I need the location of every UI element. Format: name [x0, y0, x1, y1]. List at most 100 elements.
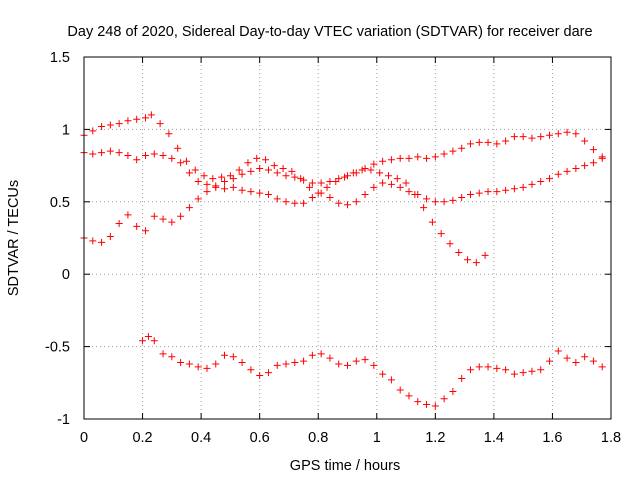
data-point-satellite-c [563, 128, 571, 136]
data-point-satellite-d [159, 350, 167, 358]
data-point-satellite-a [384, 172, 392, 180]
data-point-satellite-c [115, 220, 123, 228]
data-point-satellite-b [484, 188, 492, 196]
data-point-satellite-d [589, 357, 597, 365]
data-point-satellite-c [466, 140, 474, 148]
data-point-satellite-d [379, 370, 387, 378]
data-point-satellite-b [493, 188, 501, 196]
data-point-satellite-c [598, 153, 606, 161]
data-point-satellite-d [203, 364, 211, 372]
y-tick-label: -1 [57, 412, 70, 428]
data-point-satellite-b [247, 188, 255, 196]
data-point-satellite-c [431, 153, 439, 161]
data-point-satellite-c [589, 146, 597, 154]
data-point-satellite-d [387, 376, 395, 384]
data-point-satellite-d [317, 350, 325, 358]
data-point-satellite-b [124, 151, 132, 159]
data-point-satellite-d [449, 387, 457, 395]
data-point-satellite-a [174, 144, 182, 152]
data-point-satellite-b [256, 189, 264, 197]
data-point-satellite-b [177, 159, 185, 167]
data-point-satellite-d [370, 361, 378, 369]
data-point-satellite-a [437, 230, 445, 238]
data-point-satellite-b [168, 154, 176, 162]
data-point-satellite-d [396, 386, 404, 394]
data-point-satellite-d [361, 356, 369, 364]
data-point-satellite-b [431, 198, 439, 206]
data-point-satellite-c [212, 182, 220, 190]
data-point-satellite-c [546, 131, 554, 139]
data-point-satellite-a [218, 173, 226, 181]
data-point-satellite-b [589, 159, 597, 167]
x-tick-label: 1.6 [542, 430, 562, 446]
data-point-satellite-d [221, 351, 229, 359]
data-point-satellite-c [221, 178, 229, 186]
data-point-satellite-b [528, 180, 536, 188]
data-point-satellite-a [115, 120, 123, 128]
data-point-satellite-d [344, 361, 351, 369]
data-point-satellite-d [484, 363, 492, 371]
data-point-satellite-b [396, 183, 404, 191]
data-point-satellite-d [405, 392, 413, 400]
data-point-satellite-a [191, 166, 199, 174]
data-point-satellite-b [502, 186, 510, 194]
data-point-satellite-b [440, 198, 448, 206]
data-point-satellite-d [431, 402, 439, 410]
data-point-satellite-b [150, 150, 158, 158]
data-point-satellite-d [264, 369, 272, 377]
data-point-satellite-d [502, 366, 510, 374]
data-point-satellite-c [194, 195, 202, 203]
data-point-satellite-d [185, 360, 193, 368]
data-point-satellite-c [519, 133, 527, 141]
data-point-satellite-a [124, 117, 132, 125]
data-point-satellite-d [528, 367, 536, 375]
data-point-satellite-c [475, 138, 483, 146]
data-point-satellite-b [291, 199, 299, 207]
data-point-satellite-c [449, 147, 457, 155]
data-point-satellite-d [519, 369, 527, 377]
data-point-satellite-c [106, 233, 114, 241]
data-point-satellite-a [226, 172, 234, 180]
data-point-satellite-c [581, 137, 589, 145]
x-tick-label: 1.8 [601, 430, 621, 446]
data-point-satellite-d [150, 337, 158, 345]
data-point-satellite-b [572, 164, 580, 172]
data-point-satellite-c [229, 175, 237, 183]
data-point-satellite-a [455, 248, 463, 256]
data-point-satellite-d [326, 354, 334, 362]
data-point-satellite-c [440, 150, 448, 158]
data-point-satellite-b [581, 162, 589, 170]
data-point-satellite-c [98, 238, 106, 246]
data-point-satellite-c [396, 154, 404, 162]
data-point-satellite-c [344, 172, 351, 180]
data-point-satellite-b [194, 178, 202, 186]
data-point-satellite-c [185, 204, 193, 212]
data-point-satellite-a [133, 115, 141, 123]
data-point-satellite-a [98, 123, 106, 131]
data-point-satellite-d [139, 337, 147, 345]
data-point-satellite-c [405, 154, 413, 162]
data-point-satellite-a [209, 175, 217, 183]
data-point-satellite-c [177, 212, 185, 220]
data-point-satellite-b [317, 189, 325, 197]
data-point-satellite-d [510, 370, 518, 378]
data-point-satellite-c [159, 215, 167, 223]
data-point-satellite-d [554, 347, 562, 355]
data-point-satellite-a [279, 164, 287, 172]
y-tick-label: 1.5 [50, 50, 70, 66]
data-point-satellite-a [288, 167, 296, 175]
data-point-satellite-c [352, 169, 360, 177]
data-point-satellite-c [141, 227, 149, 235]
data-point-satellite-b [335, 199, 343, 207]
data-point-satellite-b [98, 149, 106, 157]
data-point-satellite-b [221, 185, 229, 193]
data-point-satellite-c [203, 188, 211, 196]
data-point-satellite-c [326, 178, 334, 186]
data-point-satellite-c [133, 222, 141, 230]
data-point-satellite-c [89, 237, 97, 245]
data-point-satellite-b [115, 149, 123, 157]
data-point-satellite-d [563, 354, 571, 362]
data-point-satellite-b [133, 156, 141, 164]
data-point-satellite-c [308, 179, 316, 187]
